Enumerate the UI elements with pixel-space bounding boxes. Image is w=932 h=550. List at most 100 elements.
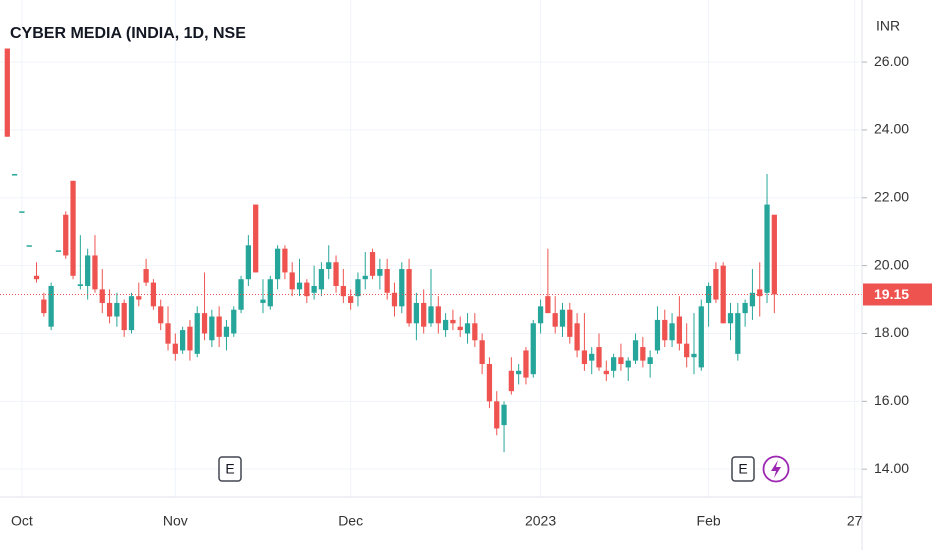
candle-body: [391, 292, 398, 307]
candle-body: [406, 269, 412, 324]
candles: [0, 48, 862, 453]
candle-body: [158, 306, 164, 324]
x-tick-label: 2023: [525, 513, 556, 529]
candle-body: [662, 319, 668, 341]
candle-body: [114, 302, 120, 317]
candle-body: [479, 340, 485, 365]
candle-body: [603, 370, 609, 375]
candle-body: [523, 350, 529, 378]
candle-body: [238, 279, 244, 310]
grid: [0, 0, 862, 497]
last-price-badge: [863, 283, 932, 306]
candle-body: [304, 282, 310, 297]
x-tick-label: Feb: [697, 513, 721, 529]
candle-body: [537, 306, 544, 324]
candle-body: [326, 262, 332, 270]
earnings-icon[interactable]: [731, 456, 755, 482]
candle-body: [63, 214, 69, 256]
candle-body: [399, 269, 405, 307]
y-tick-label: 20.00: [874, 256, 909, 272]
x-tick-label: 27: [847, 513, 863, 529]
candle-body: [48, 285, 54, 327]
earnings-icon[interactable]: [218, 456, 242, 482]
candle-body: [355, 279, 361, 297]
candle-body: [362, 275, 368, 280]
candle-body: [223, 326, 230, 337]
candle-body: [318, 269, 325, 290]
y-tick-label: 18.00: [874, 324, 909, 340]
candle-body: [77, 284, 83, 286]
candle-body: [581, 350, 588, 365]
candle-body: [713, 269, 719, 300]
candle-body: [55, 250, 62, 252]
candle-body: [4, 48, 10, 137]
candle-body: [494, 401, 500, 429]
candle-body: [216, 316, 222, 337]
candle-body: [369, 252, 376, 276]
candle-body: [340, 285, 346, 297]
candle-body: [589, 353, 595, 361]
y-tick-label: 22.00: [874, 188, 909, 204]
y-axis-label: INR: [876, 18, 900, 34]
candle-body: [757, 289, 763, 297]
candle-body: [442, 319, 449, 331]
candle-body: [610, 357, 617, 371]
candle-body: [121, 302, 127, 331]
candle-body: [245, 245, 252, 280]
candle-body: [85, 255, 91, 286]
candle-body: [99, 289, 105, 303]
candle-body: [749, 292, 756, 307]
candle-body: [267, 279, 273, 307]
earnings-label[interactable]: E: [738, 461, 747, 477]
x-tick-label: Oct: [11, 513, 33, 529]
x-tick-label: Dec: [338, 513, 363, 529]
candle-body: [289, 272, 295, 290]
candle-body: [296, 282, 303, 290]
candle-body: [632, 340, 639, 361]
candle-body: [282, 248, 288, 273]
candle-body: [691, 353, 697, 358]
candle-body: [92, 255, 98, 290]
candle-body: [567, 309, 573, 337]
candle-body: [698, 306, 704, 368]
candle-body: [70, 180, 76, 276]
candle-body: [640, 347, 646, 361]
candle-body: [559, 309, 566, 327]
candle-body: [106, 302, 113, 317]
candle-body: [618, 357, 624, 365]
candle-body: [201, 313, 208, 334]
candle-body: [435, 306, 441, 324]
x-tick-label: Nov: [163, 513, 188, 529]
candle-body: [253, 204, 259, 273]
candle-body: [209, 316, 215, 341]
y-tick-label: 16.00: [874, 392, 909, 408]
candle-body: [501, 404, 507, 426]
candle-body: [472, 323, 478, 341]
candle-body: [260, 299, 266, 303]
candle-body: [764, 204, 770, 293]
candle-body: [545, 296, 551, 314]
candle-body: [486, 364, 493, 402]
earnings-label[interactable]: E: [225, 461, 234, 477]
candle-body: [128, 296, 135, 331]
candle-body: [172, 343, 178, 354]
lightning-icon: [771, 460, 781, 478]
y-tick-label: 24.00: [874, 121, 909, 137]
candle-body: [647, 357, 653, 365]
candle-body: [516, 370, 522, 375]
candle-body: [727, 313, 734, 324]
candle-body: [187, 326, 193, 351]
candle-body: [428, 306, 434, 324]
y-tick-label: 14.00: [874, 460, 909, 476]
y-tick-label: 26.00: [874, 53, 909, 69]
candle-body: [194, 313, 200, 354]
candle-body: [19, 211, 25, 213]
candle-body: [41, 299, 47, 314]
candle-body: [165, 323, 171, 344]
candle-body: [377, 269, 383, 276]
candle-body: [311, 285, 317, 293]
candle-body: [596, 347, 602, 368]
candle-body: [179, 330, 186, 351]
